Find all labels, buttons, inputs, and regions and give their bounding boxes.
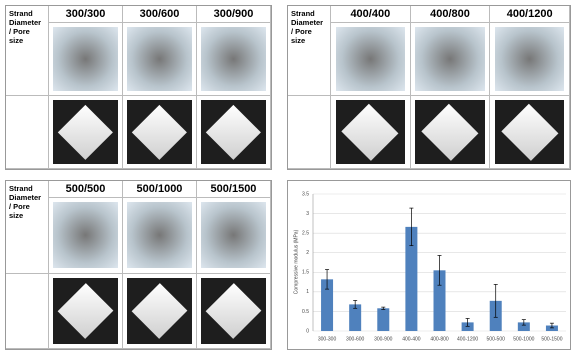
empty-cell [288,96,331,169]
error-bar [493,284,498,318]
image-cell [410,96,491,169]
image-cell [410,23,491,96]
row-label: Strand Diameter / Pore size [6,6,49,96]
column-header: 500/500 [49,181,123,198]
image-cell [123,96,197,169]
x-tick-label: 300-600 [346,336,365,342]
scaffold-side-photo [335,100,405,164]
scaffold-top-photo [495,27,565,91]
scaffold-top-photo [201,202,266,269]
x-tick-label: 300-900 [374,336,393,342]
image-table: Strand Diameter / Pore size 400/400 400/80… [287,5,571,170]
x-tick-label: 400-800 [430,336,449,342]
scaffold-top-photo [415,27,485,91]
bar [545,325,558,331]
x-tick-label: 400-1200 [457,336,478,342]
error-bar [549,322,554,329]
error-bar [465,318,470,327]
bar [461,322,474,331]
scaffold-side-photo [415,100,485,164]
column-header: 300/600 [123,6,197,23]
y-tick-label: 1 [306,289,309,295]
y-axis-label: Compressive modulus (MPa) [293,229,299,294]
error-bar [409,207,414,247]
error-bar [437,255,442,286]
y-tick-label: 2.5 [302,230,309,236]
y-tick-label: 0 [306,328,309,334]
scaffold-top-photo [127,202,192,269]
x-tick-label: 500-1500 [541,336,562,342]
column-header: 500/1500 [197,181,271,198]
error-bar [521,319,526,326]
column-header: 300/900 [197,6,271,23]
bar [405,226,418,331]
image-cell [49,23,123,96]
image-cell [49,273,123,349]
empty-cell [6,273,49,349]
image-cell [331,23,411,96]
column-header: 400/800 [410,6,491,23]
column-header: 300/300 [49,6,123,23]
x-tick-label: 500-500 [487,336,506,342]
chart-frame [287,180,571,350]
row-label: Strand Diameter / Pore size [288,6,331,96]
y-tick-label: 1.5 [302,270,309,276]
x-tick-label: 300-300 [318,336,337,342]
bar [517,322,530,331]
scaffold-side-photo [201,277,266,344]
bar [321,279,334,331]
image-cell [123,273,197,349]
scaffold-side-photo [495,100,565,164]
bar [349,304,362,331]
column-header: 400/400 [331,6,411,23]
scaffold-top-photo [53,27,118,91]
image-table: Strand Diameter / Pore size 300/300 300/60… [5,5,272,170]
image-cell [490,96,570,169]
image-cell [490,23,570,96]
error-bar [381,306,386,310]
y-tick-label: 0.5 [302,309,309,315]
bar [433,270,446,331]
image-cell [123,23,197,96]
bar [377,308,390,331]
scaffold-side-photo [127,100,192,164]
x-tick-label: 500-1000 [513,336,534,342]
image-cell [197,23,271,96]
scaffold-top-photo [335,27,405,91]
image-cell [49,198,123,274]
row-label: Strand Diameter / Pore size [6,181,49,274]
image-cell [197,96,271,169]
error-bar [353,300,358,309]
scaffold-top-photo [201,27,266,91]
image-cell [123,198,197,274]
y-tick-label: 3 [306,211,309,217]
column-header: 400/1200 [490,6,570,23]
image-table: Strand Diameter / Pore size 500/500 500/10… [5,180,272,350]
empty-cell [6,96,49,169]
scaffold-top-photo [53,202,118,269]
image-cell [331,96,411,169]
error-bar [325,269,330,290]
y-tick-label: 3.5 [302,191,309,197]
column-header: 500/1000 [123,181,197,198]
scaffold-side-photo [53,277,118,344]
scaffold-top-photo [127,27,192,91]
y-tick-label: 2 [306,250,309,256]
scaffold-side-photo [201,100,266,164]
scaffold-side-photo [127,277,192,344]
image-cell [197,273,271,349]
image-cell [49,96,123,169]
x-tick-label: 400-400 [402,336,421,342]
image-cell [197,198,271,274]
scaffold-side-photo [53,100,118,164]
